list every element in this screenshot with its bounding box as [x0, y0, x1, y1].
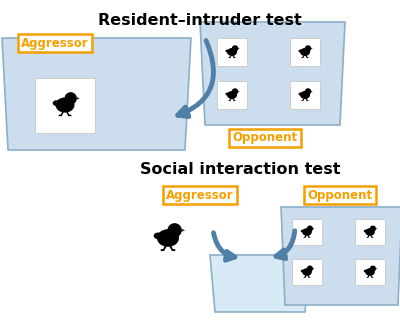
Ellipse shape	[53, 100, 60, 106]
Polygon shape	[76, 97, 80, 100]
Ellipse shape	[226, 50, 230, 52]
Circle shape	[64, 92, 77, 105]
Ellipse shape	[300, 91, 310, 99]
Bar	[292, 219, 322, 245]
Ellipse shape	[227, 91, 237, 99]
Bar	[217, 38, 247, 66]
FancyArrowPatch shape	[276, 231, 295, 259]
FancyArrowPatch shape	[214, 233, 235, 260]
Polygon shape	[238, 91, 240, 92]
Ellipse shape	[364, 269, 368, 273]
Polygon shape	[313, 268, 314, 269]
Ellipse shape	[298, 50, 302, 52]
Text: Resident–intruder test: Resident–intruder test	[98, 13, 302, 28]
Bar	[292, 259, 322, 285]
Polygon shape	[313, 228, 314, 229]
Bar	[290, 38, 320, 66]
Polygon shape	[376, 228, 378, 229]
Text: Aggressor: Aggressor	[21, 36, 89, 50]
Circle shape	[370, 266, 376, 272]
Circle shape	[370, 226, 376, 232]
Bar	[355, 259, 385, 285]
Circle shape	[307, 266, 313, 272]
Ellipse shape	[298, 92, 302, 95]
Polygon shape	[200, 22, 345, 125]
Text: Opponent: Opponent	[232, 132, 298, 145]
Ellipse shape	[301, 230, 305, 232]
Circle shape	[307, 226, 313, 232]
Text: Aggressor: Aggressor	[166, 188, 234, 202]
Ellipse shape	[300, 48, 310, 56]
Polygon shape	[281, 207, 400, 305]
FancyArrowPatch shape	[178, 41, 214, 116]
Ellipse shape	[365, 268, 375, 276]
Text: Social interaction test: Social interaction test	[140, 162, 340, 177]
Ellipse shape	[56, 97, 74, 113]
Ellipse shape	[301, 269, 305, 273]
Ellipse shape	[226, 92, 230, 95]
Polygon shape	[376, 268, 378, 269]
Bar	[217, 81, 247, 109]
Ellipse shape	[365, 228, 375, 236]
Ellipse shape	[227, 48, 237, 56]
Polygon shape	[311, 48, 313, 49]
Polygon shape	[311, 91, 313, 92]
Circle shape	[305, 45, 311, 52]
Ellipse shape	[302, 228, 312, 236]
Circle shape	[232, 45, 238, 52]
Circle shape	[232, 88, 238, 95]
Ellipse shape	[157, 229, 179, 247]
Ellipse shape	[154, 233, 162, 239]
Circle shape	[168, 223, 182, 237]
Polygon shape	[238, 48, 240, 49]
Bar	[355, 219, 385, 245]
Circle shape	[305, 88, 311, 95]
Text: Opponent: Opponent	[308, 188, 372, 202]
Ellipse shape	[302, 268, 312, 276]
Bar	[290, 81, 320, 109]
Polygon shape	[2, 38, 191, 150]
Polygon shape	[210, 255, 310, 312]
Bar	[35, 77, 95, 132]
Polygon shape	[181, 229, 185, 232]
Ellipse shape	[364, 230, 368, 232]
